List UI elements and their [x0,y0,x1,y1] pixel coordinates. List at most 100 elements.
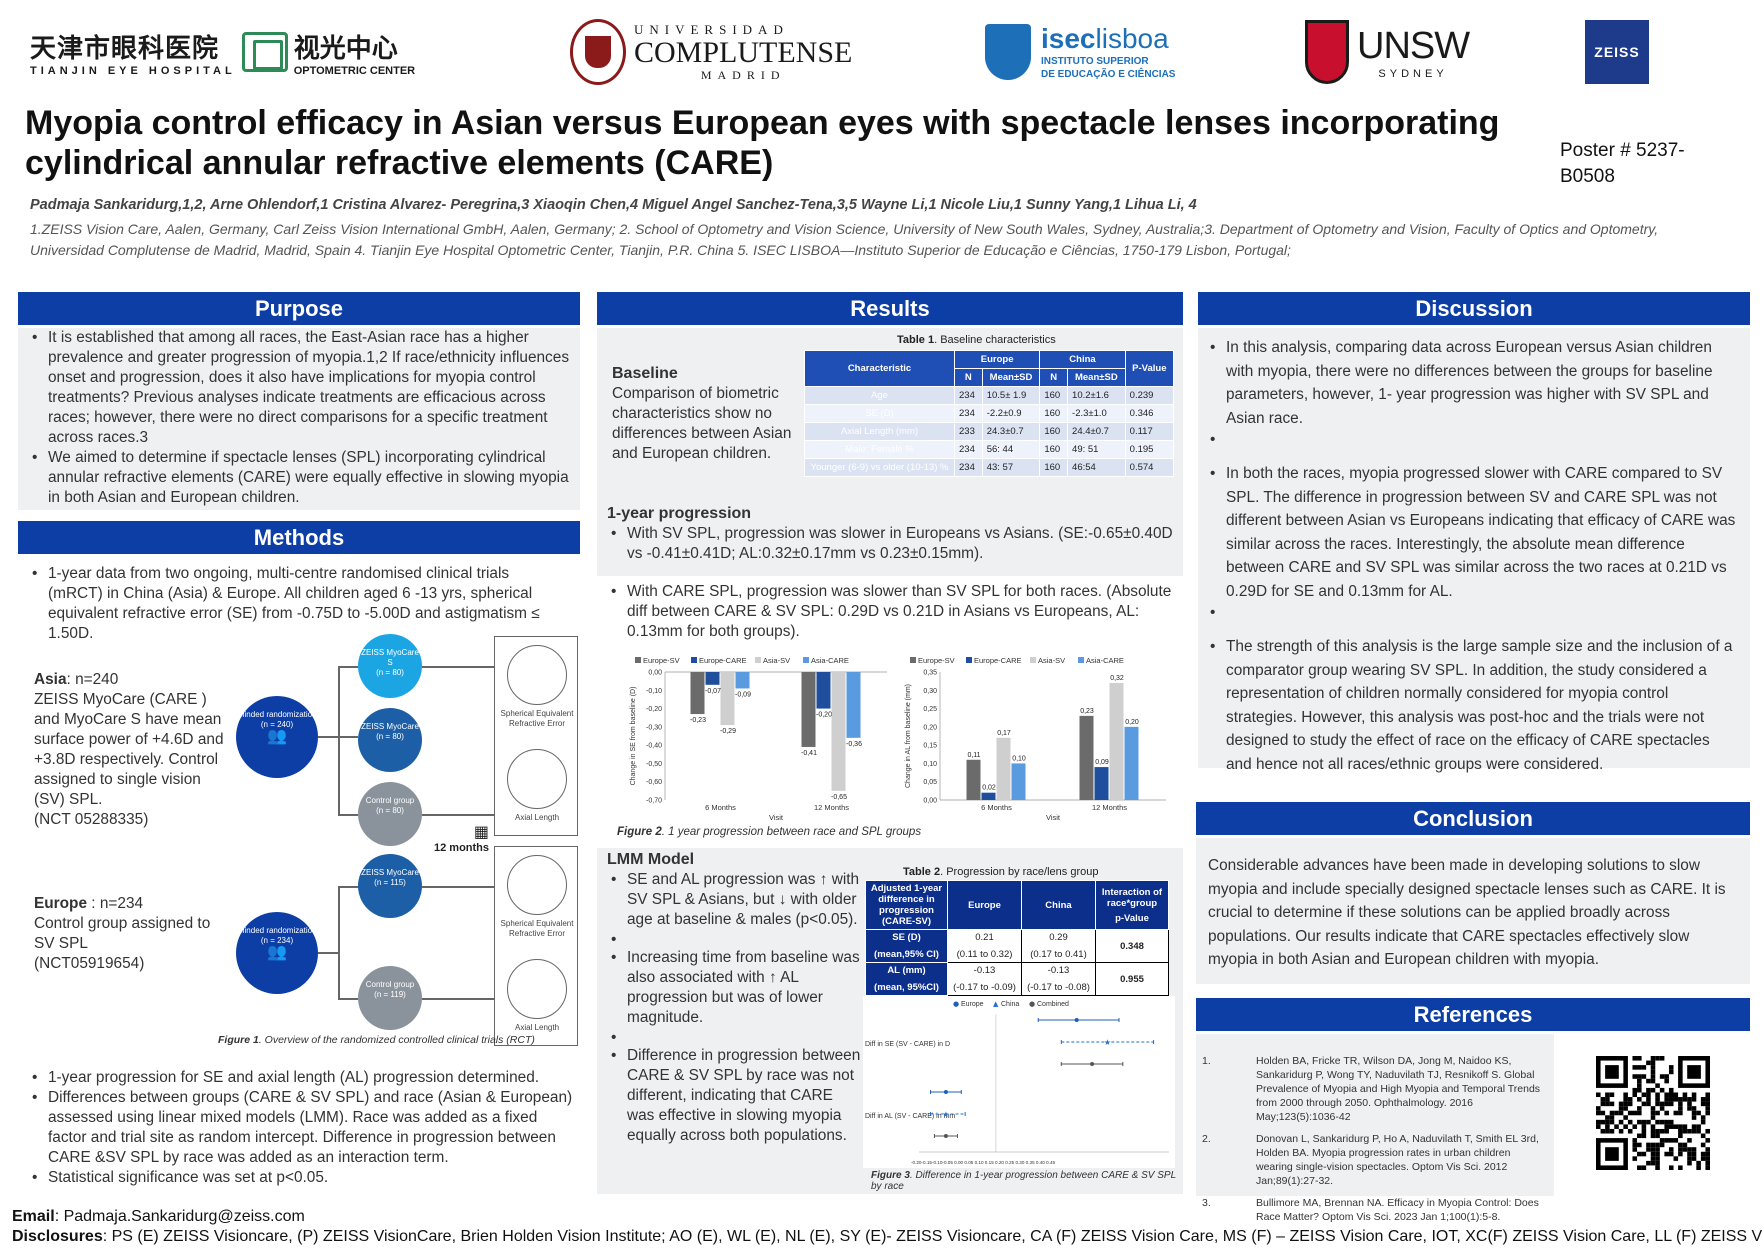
qr-module [1646,1078,1651,1084]
qr-module [1632,1156,1638,1161]
qr-module [1668,1069,1674,1075]
reference-item: 1. Holden BA, Fricke TR, Wilson DA, Jong … [1202,1054,1548,1124]
qr-module [1659,1142,1665,1148]
qr-module [1600,1119,1606,1125]
category-label: 6 Months [705,803,736,812]
discussion-heading: Discussion [1198,292,1750,325]
table-cell: 49: 51 [1067,440,1126,459]
table-cell: 0.239 [1124,386,1175,405]
qr-module [1646,1160,1651,1166]
table-cell: 56: 44 [981,440,1041,459]
qr-module [1655,1165,1660,1170]
table-cell: 10.5± 1.9 [981,386,1041,405]
y-tick-label: 0,05 [923,779,937,786]
table-cell: 160 [1039,404,1069,423]
qr-module [1637,1056,1642,1061]
qr-module [1659,1119,1665,1125]
legend-label: Europe-CARE [974,656,1022,665]
qr-module [1678,1110,1683,1116]
legend-label: Asia-CARE [811,656,849,665]
qr-module [1673,1097,1679,1102]
qr-module [1605,1124,1610,1129]
qr-module [1609,1110,1615,1116]
legend-label: Combined [1037,1001,1069,1008]
reference-item: 2. Donovan L, Sankaridurg P, Ho A, Naduvi… [1202,1132,1548,1188]
x-tick-labels: -0.20-0.15-0.10-0.05 0.00 0.05 0.10 0.15… [911,1160,1055,1165]
qr-module [1650,1065,1656,1070]
references-panel: 1. Holden BA, Fricke TR, Wilson DA, Jong … [1196,1034,1554,1223]
table-cell: 0.346 [1124,404,1175,423]
y-axis-label: Change in AL from baseline (mm) [905,684,912,788]
qr-module [1664,1078,1669,1084]
conclusion-heading: Conclusion [1196,802,1750,835]
europe-randomization-node: Blinded randomization (n = 234) 👥 [236,912,318,994]
group-label: Diff in AL (SV - CARE) in mm [865,1113,955,1120]
qr-module [1637,1110,1642,1116]
qr-module [1705,1147,1710,1152]
methods-bullet-2: 1-year progression for SE and axial leng… [28,1068,573,1088]
figure-3-caption: Figure 3. Difference in 1-year progressi… [871,1170,1176,1192]
progression-bullet-2: With CARE SPL, progression was slower th… [607,582,1177,642]
data-label: -0,65 [831,794,847,801]
bar [816,672,831,709]
baseline-table-row: SE (D) 234 -2.2±0.9 160 -2.3±1.0 0.346 [804,404,1175,423]
legend-label: Asia-CARE [1086,656,1124,665]
y-tick-label: -0,60 [646,779,662,786]
qr-module [1696,1110,1701,1116]
qr-module [1696,1165,1701,1170]
qr-module [1641,1133,1647,1139]
data-label: -0,09 [735,691,751,698]
table-cell: 24.4±0.7 [1067,422,1126,441]
qr-module [1609,1119,1615,1125]
legend-swatch [691,657,697,663]
qr-module [1705,1165,1710,1170]
qr-module [1632,1142,1638,1148]
qr-module [1618,1110,1624,1116]
qr-module [1632,1056,1638,1061]
discussion-panel: In this analysis, comparing data across … [1198,328,1750,773]
qr-module [1655,1110,1660,1116]
qr-module [1678,1165,1683,1170]
contact-email[interactable]: Email: Padmaja.Sankaridurg@zeiss.com [12,1208,305,1225]
asia-arm-description: Asia: n=240 ZEISS MyoCare (CARE ) and My… [34,671,224,828]
qr-module [1623,1106,1628,1111]
qr-module [1696,1124,1701,1129]
qr-module [1678,1124,1683,1129]
methods-panel: 1-year data from two ongoing, multi-cent… [18,556,580,1188]
bar [1124,726,1139,800]
estimate-point [943,1134,948,1138]
complutense-seal-icon [570,19,626,85]
data-label: -0,41 [801,750,817,757]
lmm-block: LMM Model SE and AL progression was ↑ wi… [607,850,862,1146]
qr-finder [1687,1065,1701,1079]
qr-module [1678,1106,1683,1111]
table-cell: 10.2±1.6 [1067,386,1126,405]
europe-outcomes-box: Spherical Equivalent Refractive Error Ax… [494,846,578,1046]
qr-module [1664,1074,1669,1079]
bar [720,672,735,726]
qr-module [1655,1101,1660,1107]
reference-number: 3. [1202,1197,1211,1209]
category-label: 6 Months [981,803,1012,812]
lmm-bullet-1: SE and AL progression was ↑ with SV SPL … [607,870,862,930]
qr-module [1637,1065,1642,1070]
qr-module [1691,1106,1697,1111]
bar [996,737,1011,800]
qr-module [1600,1097,1606,1102]
qr-module [1655,1083,1660,1088]
qr-module [1678,1101,1683,1107]
qr-module [1673,1138,1679,1143]
qr-module [1700,1133,1706,1139]
qr-module [1687,1147,1692,1152]
data-label: 0,02 [982,785,996,792]
qr-module [1655,1147,1660,1152]
qr-module [1659,1101,1665,1107]
tianjin-eye-hospital-logo: 天津市眼科医院 TIANJIN EYE HOSPITAL 视光中心 OPTOME… [30,32,416,77]
bar [1079,715,1094,800]
europe-myocare-arm-node: ZEISS MyoCare (n = 115) [358,854,422,918]
qr-module [1705,1156,1710,1161]
discussion-bullet-1: In this analysis, comparing data across … [1206,336,1736,430]
y-tick-label: -0,50 [646,761,662,768]
qr-module [1655,1142,1660,1148]
qr-code-icon[interactable] [1596,1056,1710,1170]
